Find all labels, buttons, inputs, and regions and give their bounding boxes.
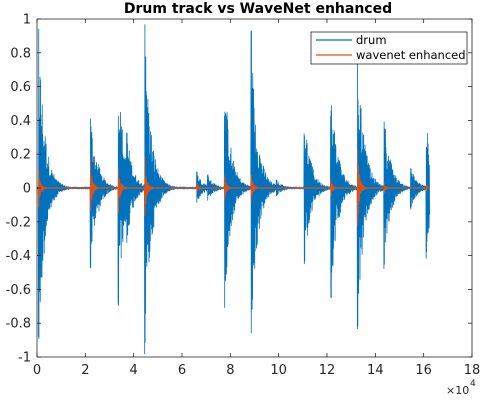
series-line-wavenet-enhanced	[37, 149, 429, 226]
x-tick-label: 16	[415, 363, 432, 378]
x-tick-label: 2	[81, 363, 89, 378]
y-tick-label: 0.4	[10, 114, 31, 129]
legend-label-drum: drum	[356, 33, 387, 47]
y-tick-label: -0.4	[6, 249, 31, 264]
x-tick-label: 14	[367, 363, 384, 378]
y-tick-label: -0.8	[6, 317, 31, 332]
y-tick-label: -1	[18, 351, 31, 366]
legend: drum wavenet enhanced	[310, 31, 468, 65]
x-tick-label: 18	[464, 363, 481, 378]
x-exponent-base: ×10	[446, 384, 469, 397]
x-tick-label: 8	[226, 363, 234, 378]
x-tick-label: 6	[178, 363, 186, 378]
y-tick-label: 0.2	[10, 148, 31, 163]
x-tick-label: 12	[319, 363, 336, 378]
y-tick-label: -0.2	[6, 215, 31, 230]
x-exponent-power: 4	[470, 379, 476, 389]
x-tick-label: 10	[270, 363, 287, 378]
chart-title: Drum track vs WaveNet enhanced	[124, 1, 392, 17]
legend-box	[310, 31, 468, 65]
x-tick-label: 4	[130, 363, 138, 378]
y-tick-label: -0.6	[6, 283, 31, 298]
y-tick-label: 0.6	[10, 80, 31, 95]
y-tick-label: 1	[23, 13, 31, 28]
legend-label-wavenet-enhanced: wavenet enhanced	[356, 48, 466, 62]
series-wavenet-enhanced	[37, 149, 429, 226]
y-tick-label: 0	[23, 182, 31, 197]
axes-layer: 0 2 4 6 8 10 12 14 16 18 -1 -0.8 -0.6 -0.4 -0.2 0 0.2 0.4…	[6, 13, 481, 379]
series-layer	[37, 24, 430, 355]
x-tick-label: 0	[33, 363, 41, 378]
x-exponent-label: ×10 4	[446, 379, 476, 397]
y-tick-label: 0.8	[10, 46, 31, 61]
